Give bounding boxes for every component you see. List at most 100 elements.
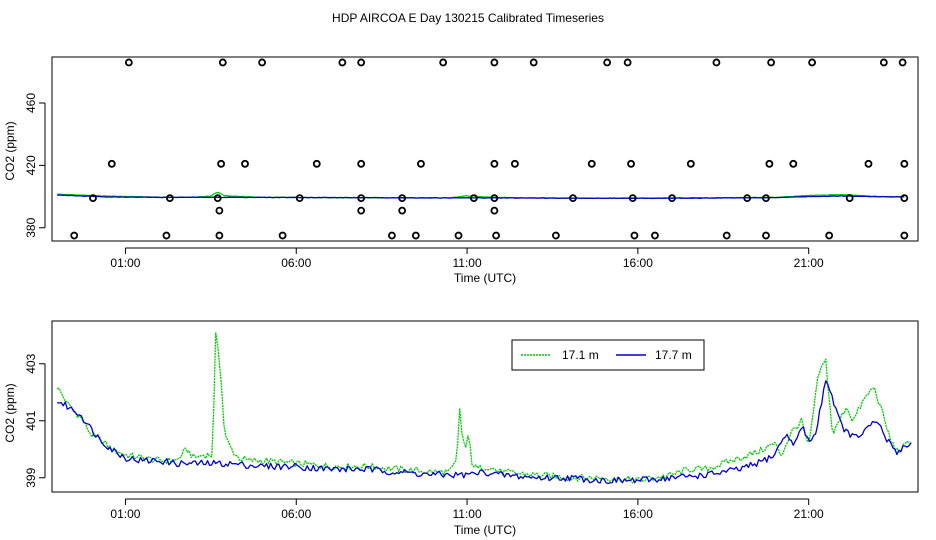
scatter-point [686,159,695,168]
bottom-x-tick-label: 21:00 [794,507,824,521]
bottom-x-axis-label: Time (UTC) [454,523,516,537]
bottom-y-axis: 399 401 403 [24,353,46,488]
scatter-point [490,206,499,215]
scatter-point [765,159,774,168]
top-x-axis: 01:00 06:00 11:00 16:00 21:00 [110,247,824,270]
figure-title: HDP AIRCOA E Day 130215 Calibrated Times… [332,11,604,25]
scatter-point [357,159,366,168]
legend-box [511,339,705,371]
scatter-point [490,194,499,203]
scatter-point [70,231,79,240]
scatter-point [630,231,639,240]
scatter-point [490,58,499,67]
scatter-point [825,231,834,240]
scatter-point [398,194,407,203]
legend: 17.1 m 17.7 m [511,339,705,371]
scatter-point [762,231,770,240]
bottom-x-tick-label: 01:00 [110,507,140,521]
scatter-point [454,231,463,240]
scatter-point [295,194,304,203]
top-x-tick-label: 16:00 [623,256,653,270]
scatter-point [900,194,909,203]
scatter-point [627,159,635,168]
scatter-point [762,194,770,203]
scatter-point [217,159,226,168]
top-y-tick-label: 380 [24,217,38,237]
scatter-point [623,58,632,67]
bottom-chart: 399 401 403 01:00 06:00 11:00 16:00 21:00 Time… [3,320,919,537]
bottom-y-tick-label: 399 [24,467,38,487]
bottom-y-tick-label: 403 [24,353,38,373]
scatter-point [89,194,97,203]
scatter-point [569,194,577,203]
scatter-point [490,159,499,168]
top-x-axis-label: Time (UTC) [454,271,516,285]
scatter-point [398,206,407,215]
scatter-point [215,206,224,215]
bottom-y-axis-label: CO2 (ppm) [3,383,17,442]
scatter-point [241,159,249,168]
scatter-point [218,58,227,67]
top-chart: 380 420 460 01:00 06:00 11:00 16:00 21:00 Time… [3,56,919,285]
scatter-point [417,159,425,168]
bottom-plot-frame [51,320,919,493]
top-y-axis-label: CO2 (ppm) [3,121,17,180]
legend-label-17-7m: 17.7 m [655,348,692,362]
scatter-point [357,194,366,203]
scatter-point [900,159,909,168]
scatter-point [712,58,721,67]
scatter-point [551,231,560,240]
scatter-point [278,231,287,240]
scatter-point [900,231,909,240]
legend-label-17-1m: 17.1 m [562,348,599,362]
scatter-point [864,159,873,168]
top-x-tick-label: 21:00 [794,256,824,270]
top-plot-frame [51,56,919,242]
scatter-point [162,231,171,240]
top-x-tick-label: 01:00 [110,256,140,270]
top-x-tick-label: 06:00 [281,256,311,270]
bottom-x-tick-label: 16:00 [623,507,653,521]
scatter-point [510,159,519,168]
scatter-point [743,194,752,203]
bottom-series-lines [56,331,912,485]
top-y-axis: 380 420 460 [24,93,46,238]
scatter-point [587,159,596,168]
scatter-point [845,194,854,203]
scatter-point [898,58,907,67]
scatter-point [879,58,888,67]
scatter-point [808,58,816,67]
scatter-point [357,58,366,67]
top-series-lines [57,191,905,200]
scatter-point [469,194,478,203]
scatter-point [388,231,396,240]
scatter-point [628,194,637,203]
scatter-point [722,231,731,240]
scatter-point [767,58,776,67]
scatter-point [411,231,420,240]
scatter-point [529,58,538,67]
top-y-tick-label: 420 [24,155,38,175]
scatter-point [338,58,347,67]
scatter-point [213,194,222,203]
scatter-point [258,58,266,67]
scatter-point [439,58,448,67]
bottom-x-axis: 01:00 06:00 11:00 16:00 21:00 [110,498,824,521]
bottom-x-tick-label: 06:00 [281,507,311,521]
scatter-point [651,231,659,240]
scatter-point [603,58,612,67]
scatter-point [492,231,501,240]
top-scatter-points [70,58,909,240]
bottom-series-line-17-1-m [56,331,912,484]
scatter-point [165,194,174,203]
bottom-series-line-17-7-m [56,380,912,485]
scatter-point [312,159,321,168]
scatter-point [789,159,798,168]
scatter-point [124,58,133,67]
scatter-point [215,231,224,240]
scatter-point [107,159,116,168]
bottom-y-tick-label: 401 [24,410,38,430]
scatter-point [357,206,366,215]
top-y-tick-label: 460 [24,93,38,113]
